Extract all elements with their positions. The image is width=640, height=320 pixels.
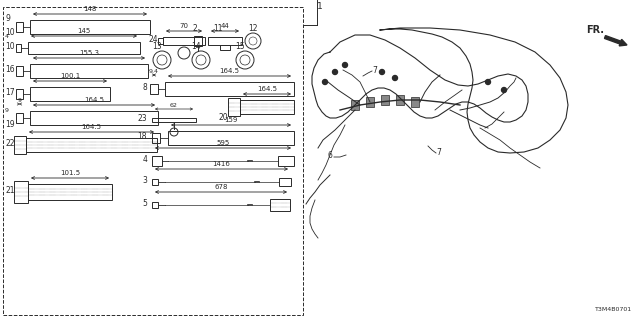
Bar xyxy=(14,136,26,154)
Bar xyxy=(26,138,157,152)
Bar xyxy=(28,42,140,54)
Bar xyxy=(194,36,202,46)
Bar xyxy=(165,82,294,96)
Text: 19: 19 xyxy=(5,120,15,129)
Bar xyxy=(150,84,158,94)
Text: 9: 9 xyxy=(17,98,22,102)
Text: 16: 16 xyxy=(5,65,15,74)
Text: 10: 10 xyxy=(5,28,15,37)
Text: 9.4: 9.4 xyxy=(149,68,159,74)
Text: 159: 159 xyxy=(224,117,237,123)
Bar xyxy=(30,87,110,101)
Bar xyxy=(396,95,404,105)
Bar xyxy=(351,100,359,110)
Text: FR.: FR. xyxy=(586,25,604,35)
Bar xyxy=(16,66,23,76)
Text: 23: 23 xyxy=(138,114,147,123)
Bar xyxy=(278,156,294,166)
Circle shape xyxy=(392,76,397,81)
Bar xyxy=(270,199,290,211)
Circle shape xyxy=(342,62,348,68)
Text: 22: 22 xyxy=(5,139,15,148)
Text: 17: 17 xyxy=(5,87,15,97)
Bar xyxy=(16,44,21,52)
Text: 164.5: 164.5 xyxy=(81,124,102,130)
Text: 14: 14 xyxy=(191,42,200,51)
Text: T3M4B0701: T3M4B0701 xyxy=(595,307,632,312)
Text: 1416: 1416 xyxy=(212,161,230,167)
Circle shape xyxy=(502,87,506,92)
Text: 15: 15 xyxy=(235,42,244,51)
Bar xyxy=(168,131,294,145)
Bar xyxy=(411,97,419,107)
Text: 3: 3 xyxy=(142,175,147,185)
Circle shape xyxy=(323,79,328,84)
Text: 164.5: 164.5 xyxy=(220,68,239,74)
Circle shape xyxy=(380,69,385,75)
Bar xyxy=(208,37,242,45)
Bar xyxy=(14,181,28,203)
Text: 9: 9 xyxy=(5,14,10,23)
Text: 62: 62 xyxy=(170,102,178,108)
Bar xyxy=(240,100,294,114)
Text: 148: 148 xyxy=(83,6,97,12)
Bar xyxy=(158,38,163,44)
Bar xyxy=(30,64,148,78)
Bar xyxy=(30,20,150,34)
Bar xyxy=(3,7,303,315)
Bar xyxy=(228,98,240,116)
Text: 1: 1 xyxy=(317,2,323,11)
Text: 20: 20 xyxy=(218,113,228,122)
Text: 21: 21 xyxy=(5,186,15,195)
Bar xyxy=(381,95,389,105)
Text: 12: 12 xyxy=(248,24,258,33)
Bar xyxy=(163,37,205,45)
Bar xyxy=(16,113,23,123)
Text: 164.5: 164.5 xyxy=(257,86,277,92)
Bar xyxy=(220,45,230,50)
Text: 595: 595 xyxy=(216,140,230,146)
Text: 7: 7 xyxy=(372,66,377,75)
Text: 24: 24 xyxy=(148,35,157,44)
Bar xyxy=(279,178,291,186)
Text: 4: 4 xyxy=(142,155,147,164)
Text: 13: 13 xyxy=(152,42,162,51)
Text: 6: 6 xyxy=(327,150,332,159)
Bar xyxy=(16,89,23,99)
Bar xyxy=(152,133,160,143)
Bar xyxy=(28,184,112,200)
Text: 678: 678 xyxy=(214,184,228,190)
Text: 2: 2 xyxy=(193,24,197,33)
Bar xyxy=(152,202,158,208)
Bar xyxy=(152,156,162,166)
Bar xyxy=(30,111,158,125)
Text: 9: 9 xyxy=(5,108,9,113)
Bar xyxy=(16,22,23,32)
Text: 70: 70 xyxy=(179,23,189,29)
Circle shape xyxy=(333,69,337,75)
Text: 8: 8 xyxy=(142,83,147,92)
Bar xyxy=(152,118,196,122)
FancyArrow shape xyxy=(605,36,627,46)
Text: 7: 7 xyxy=(436,148,441,156)
Text: 11: 11 xyxy=(213,24,223,33)
Text: 10: 10 xyxy=(5,42,15,51)
Text: 145: 145 xyxy=(77,28,91,34)
Text: 4: 4 xyxy=(5,34,9,39)
Text: 18: 18 xyxy=(138,132,147,140)
Bar xyxy=(152,179,158,185)
Text: 164.5: 164.5 xyxy=(84,97,104,103)
Circle shape xyxy=(486,79,490,84)
Text: 101.5: 101.5 xyxy=(60,170,80,176)
Text: 155.3: 155.3 xyxy=(79,50,99,56)
Bar xyxy=(366,97,374,107)
Text: 5: 5 xyxy=(142,198,147,207)
Text: 44: 44 xyxy=(221,23,229,29)
Text: 100.1: 100.1 xyxy=(60,73,80,79)
